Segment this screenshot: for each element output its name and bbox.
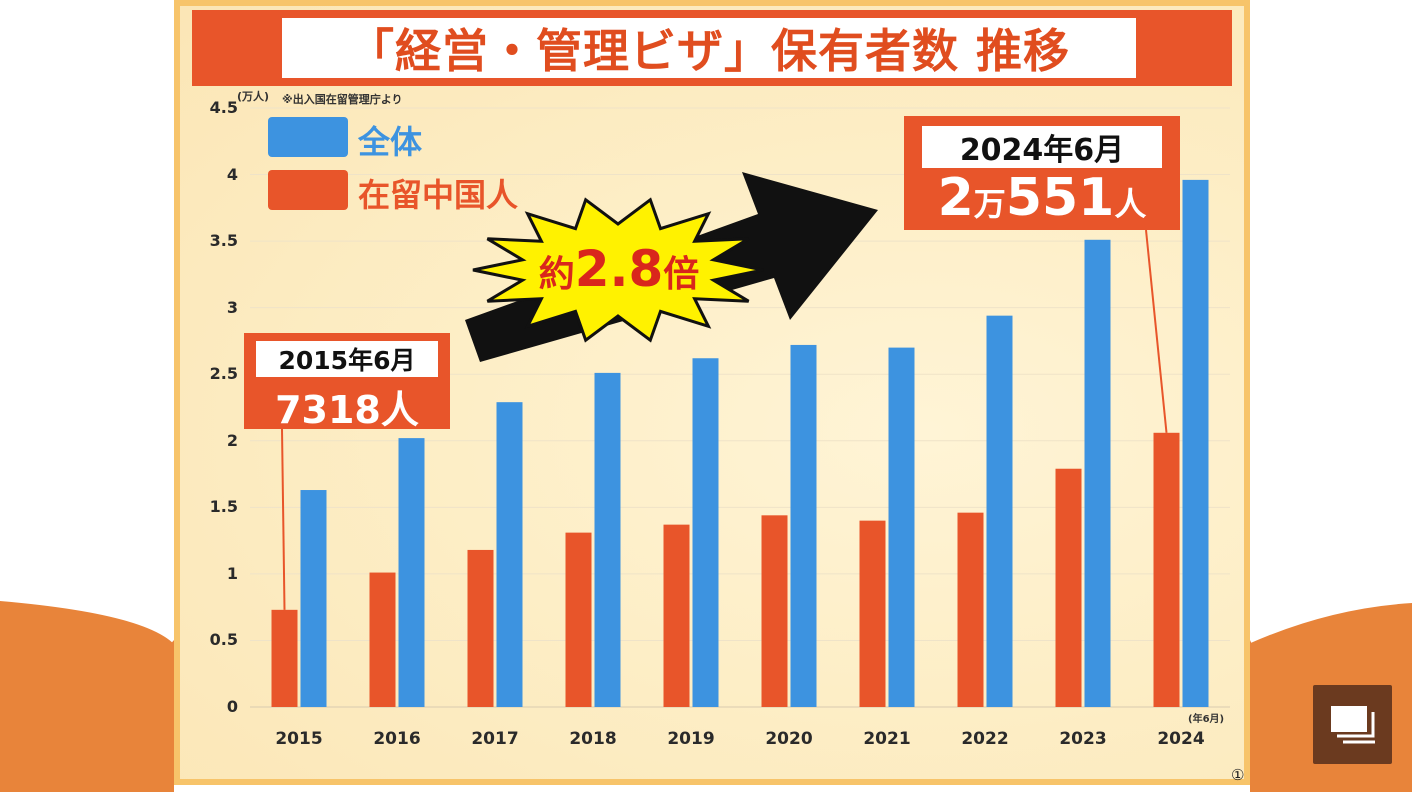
y-unit-label: (万人) [237, 90, 270, 103]
callout-2024-num2: 551 [1005, 168, 1115, 228]
burst-shape [472, 197, 764, 343]
legend-label-total: 全体 [358, 123, 423, 161]
chart-title: 「経営・管理ビザ」保有者数 推移 [282, 18, 1136, 78]
bar-chinese-2022 [957, 512, 984, 707]
callout-2015-date: 2015年6月 [256, 341, 438, 377]
bar-total-2024 [1182, 179, 1209, 707]
y-tick-label: 3.5 [209, 231, 238, 251]
y-tick-label: 4 [226, 164, 238, 184]
callout-2015-value: 7318人 [275, 388, 419, 432]
bar-chinese-2024 [1153, 432, 1180, 707]
x-tick-label: 2016 [373, 729, 421, 749]
source-note: ※出入国在留管理庁より [282, 93, 403, 106]
x-unit-label: (年6月) [1188, 714, 1225, 725]
bar-total-2021 [888, 347, 915, 707]
bar-chinese-2017 [467, 549, 494, 707]
legend-swatch-chinese [268, 170, 348, 210]
bar-chinese-2020 [761, 515, 788, 707]
bar-total-2019 [692, 358, 719, 707]
y-tick-label: 2.5 [209, 364, 238, 384]
bar-chinese-2016 [369, 572, 396, 707]
callout-2024-num1: 2 [937, 168, 974, 228]
y-tick-label: 2 [226, 430, 238, 450]
legend-label-chinese: 在留中国人 [358, 176, 519, 214]
x-tick-label: 2018 [569, 729, 617, 749]
burst-suffix: 倍 [663, 254, 700, 295]
bar-chinese-2023 [1055, 468, 1082, 707]
x-tick-label: 2017 [471, 729, 519, 749]
burst-label: 約2.8倍 [510, 240, 728, 298]
bar-chinese-2021 [859, 520, 886, 707]
x-tick-label: 2021 [863, 729, 911, 749]
bar-total-2023 [1084, 239, 1111, 707]
bar-total-2020 [790, 344, 817, 707]
y-tick-label: 1.5 [209, 497, 238, 517]
x-tick-label: 2019 [667, 729, 715, 749]
bar-total-2022 [986, 315, 1013, 707]
callout-2024: 2024年6月 2万551人 [904, 116, 1180, 230]
legend-swatch-total [268, 117, 348, 157]
callout-2015-leader [281, 428, 286, 610]
callout-2024-leader [1145, 229, 1168, 433]
y-tick-label: 4.5 [209, 98, 238, 117]
page-marker: ① [1231, 766, 1245, 784]
bar-total-2015 [300, 490, 327, 707]
bar-chinese-2019 [663, 524, 690, 707]
bar-total-2017 [496, 402, 523, 707]
y-tick-label: 0 [226, 697, 238, 716]
x-tick-label: 2022 [961, 729, 1009, 749]
x-tick-label: 2020 [765, 729, 813, 749]
burst-number: 2.8 [574, 240, 664, 298]
y-tick-label: 3 [226, 297, 238, 317]
callout-2024-unit1: 万 [973, 185, 1006, 223]
burst-prefix: 約 [538, 254, 575, 295]
callout-2024-date: 2024年6月 [922, 126, 1162, 168]
y-tick-label: 1 [226, 563, 238, 583]
x-tick-label: 2023 [1059, 729, 1107, 749]
slideshow-icon [1330, 705, 1375, 743]
bar-chinese-2015 [271, 609, 298, 707]
bar-total-2016 [398, 438, 425, 707]
callout-2024-unit2: 人 [1114, 185, 1147, 223]
bar-chinese-2018 [565, 532, 592, 707]
callout-2015: 2015年6月 7318人 [244, 333, 450, 432]
y-tick-label: 0.5 [209, 630, 238, 650]
bar-total-2018 [594, 372, 621, 707]
slideshow-button[interactable] [1313, 685, 1392, 764]
callout-2024-value: 2万551人 [904, 168, 1180, 228]
x-tick-label: 2015 [275, 729, 323, 749]
x-tick-label: 2024 [1157, 729, 1205, 749]
